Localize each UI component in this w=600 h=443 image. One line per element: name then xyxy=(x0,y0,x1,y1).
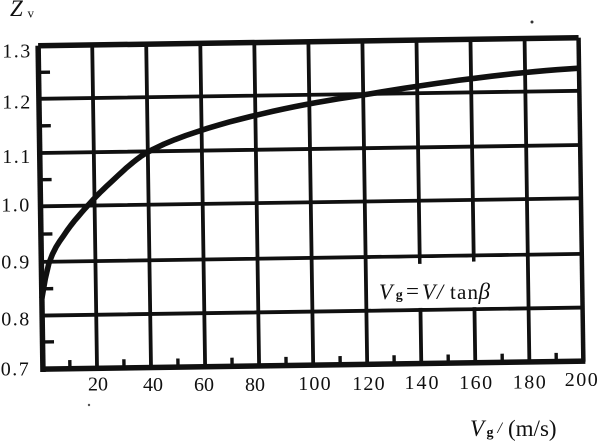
svg-text:g: g xyxy=(396,288,403,303)
svg-text:tan: tan xyxy=(450,280,479,304)
svg-text:V: V xyxy=(470,416,487,441)
svg-text:1.3: 1.3 xyxy=(2,40,32,62)
svg-text:160: 160 xyxy=(459,372,494,394)
svg-text:1.0: 1.0 xyxy=(1,195,31,217)
svg-text:g: g xyxy=(487,426,494,441)
svg-text:120: 120 xyxy=(352,373,386,395)
svg-text:V: V xyxy=(422,279,438,304)
svg-text:80: 80 xyxy=(245,374,265,396)
svg-text:/: / xyxy=(497,420,504,437)
svg-text:V: V xyxy=(379,279,395,304)
svg-text:140: 140 xyxy=(405,372,441,394)
svg-text:v: v xyxy=(28,6,35,21)
svg-text:β: β xyxy=(478,279,491,304)
svg-text:200: 200 xyxy=(565,369,600,391)
svg-text:/: / xyxy=(435,279,445,304)
svg-text:0.9: 0.9 xyxy=(1,252,31,274)
svg-text:100: 100 xyxy=(298,373,332,395)
svg-text:0.8: 0.8 xyxy=(1,309,31,331)
svg-text:180: 180 xyxy=(513,372,548,394)
svg-text:0.7: 0.7 xyxy=(1,358,31,380)
svg-text:1.1: 1.1 xyxy=(2,146,32,168)
svg-text:(m/s): (m/s) xyxy=(508,416,557,441)
svg-text:20: 20 xyxy=(88,374,108,396)
svg-text:1.2: 1.2 xyxy=(2,92,32,114)
svg-text:=: = xyxy=(406,279,419,304)
svg-text:Z: Z xyxy=(10,0,23,21)
svg-text:40: 40 xyxy=(143,374,163,396)
svg-text:60: 60 xyxy=(194,374,214,396)
